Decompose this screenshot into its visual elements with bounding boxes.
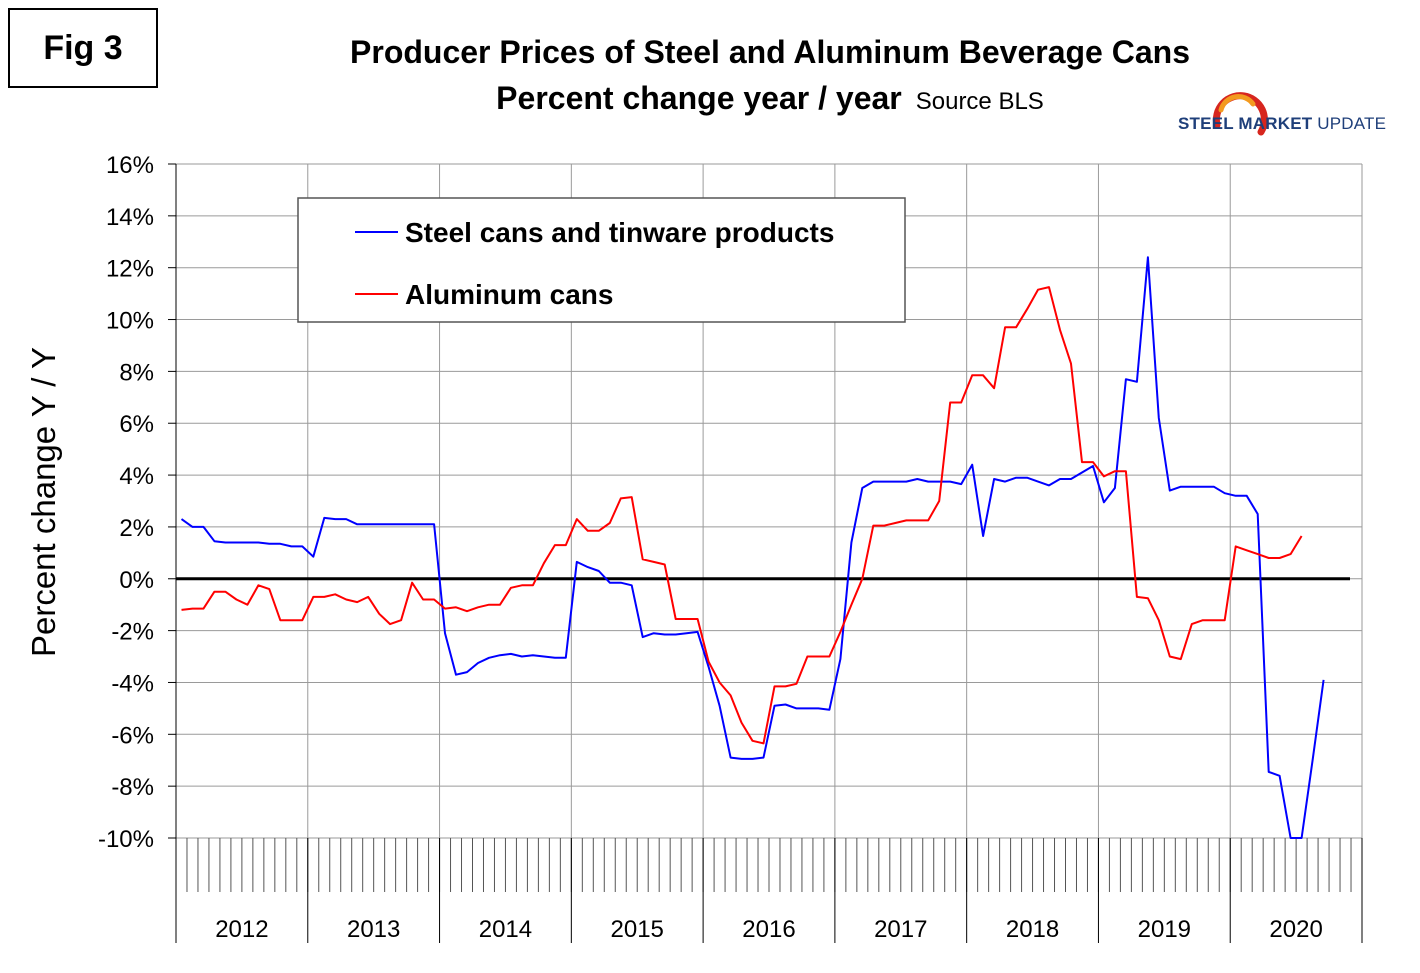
logo-word-market: MARKET xyxy=(1238,114,1313,133)
series-layer xyxy=(180,256,1325,839)
legend: Steel cans and tinware products Aluminum … xyxy=(297,197,906,323)
x-year-label: 2017 xyxy=(874,916,927,943)
x-year-label: 2020 xyxy=(1269,916,1322,943)
chart-subtitle: Percent change year / year xyxy=(496,80,902,116)
steel-market-update-logo: STEEL MARKET UPDATE xyxy=(1175,92,1415,152)
y-tick-label: 0% xyxy=(119,567,154,594)
x-year-label: 2019 xyxy=(1138,916,1191,943)
logo-word-steel: STEEL xyxy=(1178,114,1234,133)
legend-label: Steel cans and tinware products xyxy=(405,217,834,248)
chart-subtitle-row: Percent change year / year Source BLS xyxy=(240,76,1300,124)
chart-title: Producer Prices of Steel and Aluminum Be… xyxy=(350,34,1190,70)
y-tick-label: 4% xyxy=(119,463,154,490)
source-note: Source BLS xyxy=(915,88,1044,115)
y-tick-label: -4% xyxy=(111,670,154,697)
axis-layer: 16% 14% 12% 10% 8% 6% 4% 2% 0% -2% -4% -6% -8% -10% 20… xyxy=(98,152,1363,943)
y-tick-label: 14% xyxy=(106,204,154,231)
y-tick-label: 12% xyxy=(106,256,154,283)
y-tick-label: -8% xyxy=(111,774,154,801)
series-line-steel xyxy=(180,256,1325,839)
logo-text: STEEL MARKET UPDATE xyxy=(1178,114,1386,134)
logo-word-update: UPDATE xyxy=(1317,114,1387,133)
x-year-label: 2016 xyxy=(742,916,795,943)
y-tick-label: 10% xyxy=(106,308,154,335)
y-tick-label: -10% xyxy=(98,826,154,853)
legend-box xyxy=(297,197,906,323)
x-year-label: 2014 xyxy=(479,916,532,943)
y-tick-label: 6% xyxy=(119,411,154,438)
y-axis-label: Percent change Y / Y xyxy=(25,347,62,657)
x-year-label: 2018 xyxy=(1006,916,1059,943)
legend-label: Aluminum cans xyxy=(405,279,613,310)
x-year-label: 2013 xyxy=(347,916,400,943)
y-tick-label: -2% xyxy=(111,619,154,646)
y-tick-label: 2% xyxy=(119,515,154,542)
y-tick-label: 8% xyxy=(119,359,154,386)
figure-label: Fig 3 xyxy=(8,8,158,88)
logo-ring-icon xyxy=(1212,92,1268,136)
x-year-label: 2012 xyxy=(215,916,268,943)
y-tick-label: 16% xyxy=(106,152,154,179)
series-line-aluminum xyxy=(181,286,1303,745)
x-year-label: 2015 xyxy=(611,916,664,943)
y-tick-label: -6% xyxy=(111,722,154,749)
